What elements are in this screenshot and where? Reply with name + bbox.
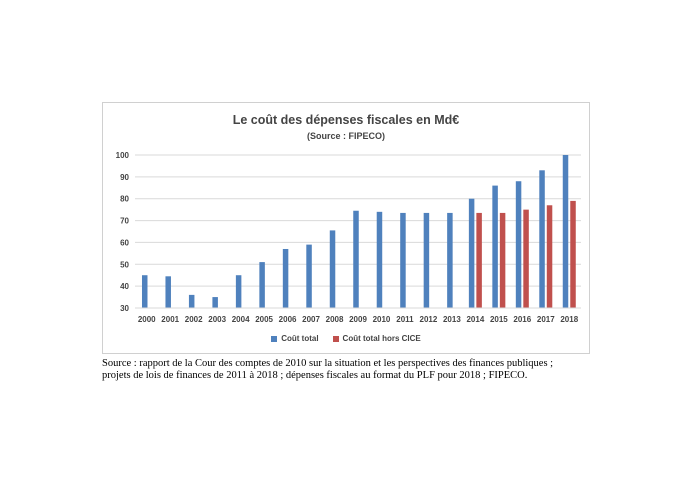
bar-cout-total-2010 [376, 211, 383, 308]
y-tick-label: 70 [120, 217, 129, 226]
x-tick-label: 2015 [490, 315, 508, 324]
bar-cout-total-2011 [400, 212, 406, 308]
x-tick-label: 2016 [513, 315, 531, 324]
chart-title: Le coût des dépenses fiscales en Md€ [232, 113, 460, 127]
bar-cout-total-2017 [539, 170, 545, 308]
x-tick-label: 2000 [138, 315, 156, 324]
x-tick-label: 2008 [326, 315, 344, 324]
x-tick-label: 2017 [537, 315, 555, 324]
x-tick-label: 2004 [232, 315, 250, 324]
bar-cout-total-2008 [329, 230, 336, 308]
bar-cout-total-2018 [562, 155, 569, 308]
source-note: Source : rapport de la Cour des comptes … [102, 358, 592, 382]
x-tick-label: 2006 [279, 315, 297, 324]
y-tick-label: 100 [116, 151, 130, 160]
legend-item-cout-hors-cice: Coût total hors CICE [332, 334, 421, 343]
bar-cout-total-2016 [515, 181, 522, 308]
legend-label-cout-hors-cice: Coût total hors CICE [342, 334, 421, 343]
y-tick-label: 90 [120, 173, 129, 182]
bar-cout-hors-cice-2018 [570, 200, 576, 308]
y-tick-label: 60 [120, 238, 129, 247]
y-tick-label: 30 [120, 304, 129, 313]
x-tick-label: 2011 [396, 315, 414, 324]
bar-cout-total-2001 [165, 276, 171, 308]
bar-cout-hors-cice-2015 [499, 212, 506, 308]
x-tick-label: 2018 [560, 315, 578, 324]
bar-cout-total-2005 [259, 262, 265, 308]
bar-cout-total-2013 [447, 212, 453, 308]
y-tick-label: 80 [120, 195, 129, 204]
legend-swatch-cout-total [271, 335, 278, 342]
x-tick-label: 2014 [466, 315, 484, 324]
chart-subtitle: (Source : FIPECO) [306, 131, 385, 141]
bar-cout-hors-cice-2016 [523, 209, 529, 308]
bar-cout-total-2003 [212, 297, 218, 308]
y-tick-label: 50 [120, 260, 129, 269]
legend-item-cout-total: Coût total [271, 334, 319, 343]
bar-cout-total-2009 [353, 210, 359, 308]
x-tick-label: 2010 [373, 315, 391, 324]
y-tick-label: 40 [120, 282, 129, 291]
bar-cout-total-2006 [282, 248, 289, 308]
bar-cout-total-2015 [492, 185, 498, 308]
x-tick-label: 2005 [255, 315, 273, 324]
x-tick-label: 2001 [161, 315, 179, 324]
chart-legend: Coût total Coût total hors CICE [103, 334, 589, 343]
x-tick-label: 2012 [420, 315, 438, 324]
bar-cout-total-2002 [188, 294, 195, 308]
source-line-1: Source : rapport de la Cour des comptes … [102, 358, 554, 369]
bar-chart: 30 40 50 60 70 80 90 100 2000 2001 2002 2003 2004 200… [116, 151, 581, 324]
bar-cout-total-2007 [306, 244, 312, 308]
bar-cout-total-2012 [423, 212, 430, 308]
bar-cout-total-2004 [235, 275, 242, 308]
legend-label-cout-total: Coût total [281, 334, 319, 343]
x-tick-label: 2007 [302, 315, 320, 324]
source-line-2: projets de lois de finances de 2011 à 20… [102, 370, 528, 381]
bar-cout-hors-cice-2014 [476, 212, 482, 308]
x-tick-label: 2009 [349, 315, 367, 324]
bar-cout-total-2014 [468, 198, 475, 308]
bar-cout-total-2000 [141, 275, 148, 308]
x-tick-label: 2003 [208, 315, 226, 324]
bar-cout-hors-cice-2017 [546, 205, 553, 308]
x-tick-label: 2013 [443, 315, 461, 324]
legend-swatch-cout-hors-cice [332, 335, 339, 342]
chart-frame: Le coût des dépenses fiscales en Md€ (So… [102, 102, 590, 354]
x-tick-label: 2002 [185, 315, 203, 324]
